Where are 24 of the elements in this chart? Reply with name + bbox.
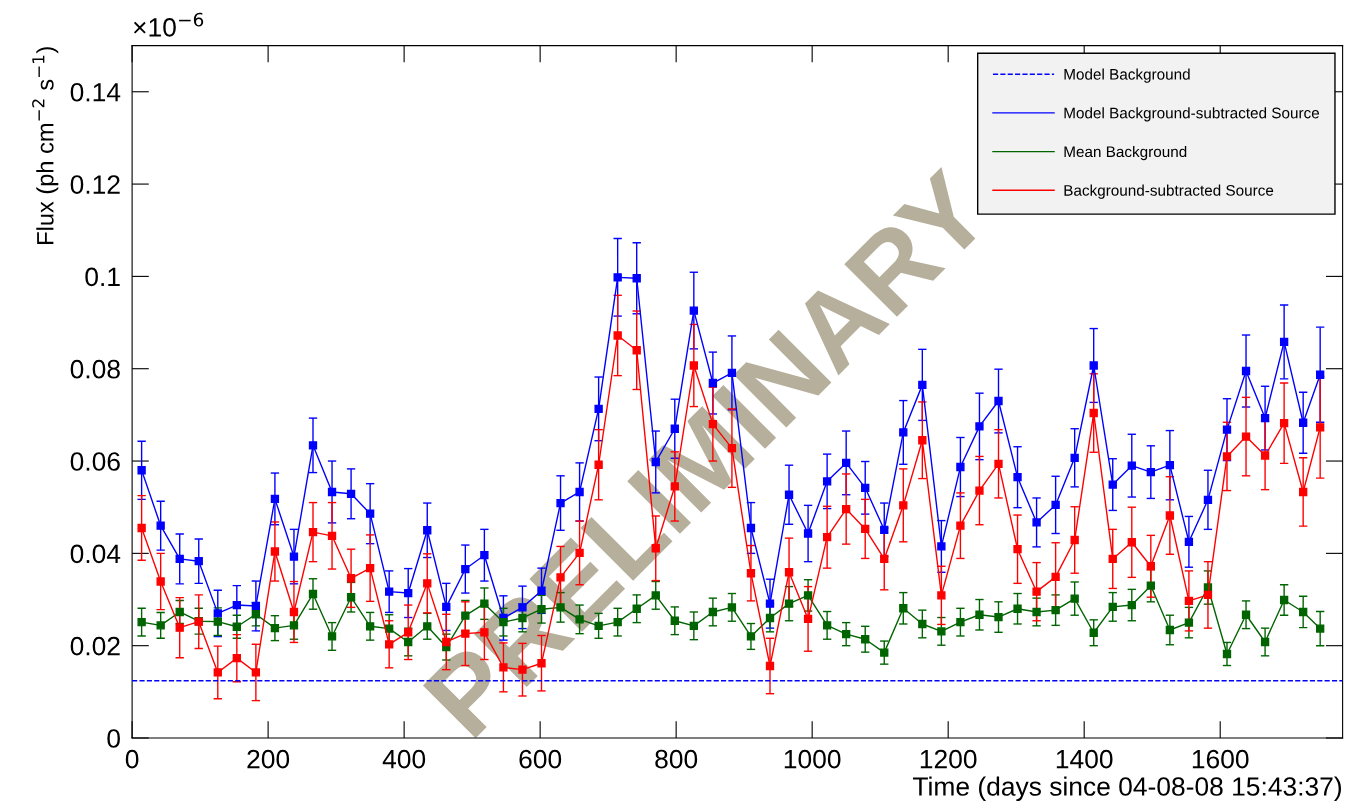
x-tick-label: 400 — [382, 749, 426, 769]
y-tick-label: 0.02 — [70, 636, 120, 656]
text: ×10$^{−6}$ — [133, 12, 204, 37]
y-tick-label: 0.14 — [70, 82, 121, 102]
y-tick-label: 0.06 — [70, 452, 120, 471]
legend-label: Model Background — [1064, 68, 1190, 83]
x-tick-label: 1200 — [920, 749, 977, 769]
x-tick-label: 800 — [655, 749, 698, 769]
x-tick-label: 600 — [519, 749, 562, 769]
legend-label: Model Background-subtracted Source — [1064, 107, 1320, 122]
y-tick-label: 0.1 — [85, 267, 120, 287]
x-tick-label: 1400 — [1056, 749, 1113, 769]
x-axis-title: Time (days since 04-08-08 15:43:37) — [912, 776, 1342, 802]
x-tick-label: 200 — [247, 749, 290, 769]
x-tick-label: 0 — [125, 749, 139, 769]
y-axis-title: Flux (ph cm$^{−2}$ s$^{−1}$) — [32, 47, 59, 244]
legend-label: Background-subtracted Source — [1064, 184, 1274, 199]
x-tick-label: 1000 — [784, 749, 841, 769]
y-tick-label: 0.08 — [70, 359, 120, 379]
y-tick-label: 0.04 — [70, 544, 121, 564]
y-tick-label: 0.12 — [70, 175, 120, 194]
y-tick-label: 0 — [107, 729, 120, 748]
x-tick-label: 1600 — [1192, 749, 1249, 769]
legend-label: Mean Background — [1064, 145, 1187, 161]
